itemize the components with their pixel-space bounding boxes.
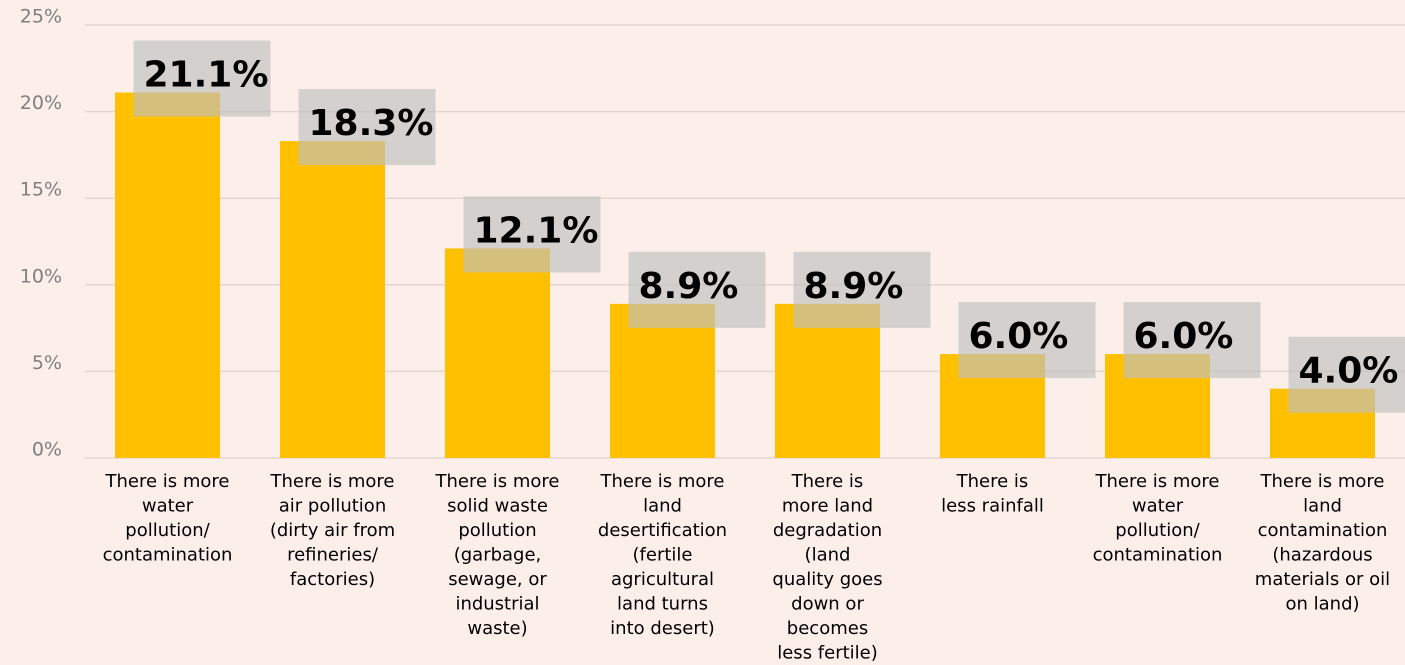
value-label: 21.1% xyxy=(144,55,269,96)
x-tick-label: There is more water pollution/contaminatio… xyxy=(103,471,233,566)
value-label: 18.3% xyxy=(309,103,434,144)
y-tick-label: 10% xyxy=(20,265,62,287)
value-label-box xyxy=(1123,302,1261,379)
y-tick-label: 5% xyxy=(32,352,62,374)
value-label: 4.0% xyxy=(1299,351,1399,392)
y-tick-label: 20% xyxy=(20,92,62,114)
value-label: 8.9% xyxy=(639,266,739,307)
value-label: 6.0% xyxy=(1134,316,1234,357)
value-label: 6.0% xyxy=(969,316,1069,357)
x-tick-label: There is more air pollution (dirty air fro… xyxy=(269,471,395,590)
value-label-box xyxy=(133,40,271,117)
value-label-box xyxy=(1288,336,1405,413)
value-label-box xyxy=(463,196,601,273)
value-label-box xyxy=(793,251,931,328)
value-label: 8.9% xyxy=(804,266,904,307)
value-label-box xyxy=(958,302,1096,379)
value-label-box xyxy=(628,251,766,328)
bar xyxy=(115,92,220,458)
bar xyxy=(280,141,385,458)
y-tick-label: 15% xyxy=(20,179,62,201)
value-label-box xyxy=(298,89,436,166)
x-tick-label: There is more land degradation (land quality… xyxy=(772,471,882,664)
bar xyxy=(610,303,715,458)
x-tick-label: There is less rainfall xyxy=(941,471,1044,517)
x-tick-label: There is more water pollution/contaminatio… xyxy=(1093,471,1223,566)
x-tick-label: There is more land desertification (fertile… xyxy=(598,471,727,639)
bar xyxy=(775,303,880,458)
y-tick-label: 0% xyxy=(32,439,62,461)
x-tick-label: There is more land contamination (hazardous… xyxy=(1255,471,1390,615)
x-tick-label: There is more solid waste pollution (garbag… xyxy=(434,471,559,639)
y-tick-label: 25% xyxy=(20,6,62,28)
value-label: 12.1% xyxy=(474,210,599,251)
bar xyxy=(445,248,550,458)
